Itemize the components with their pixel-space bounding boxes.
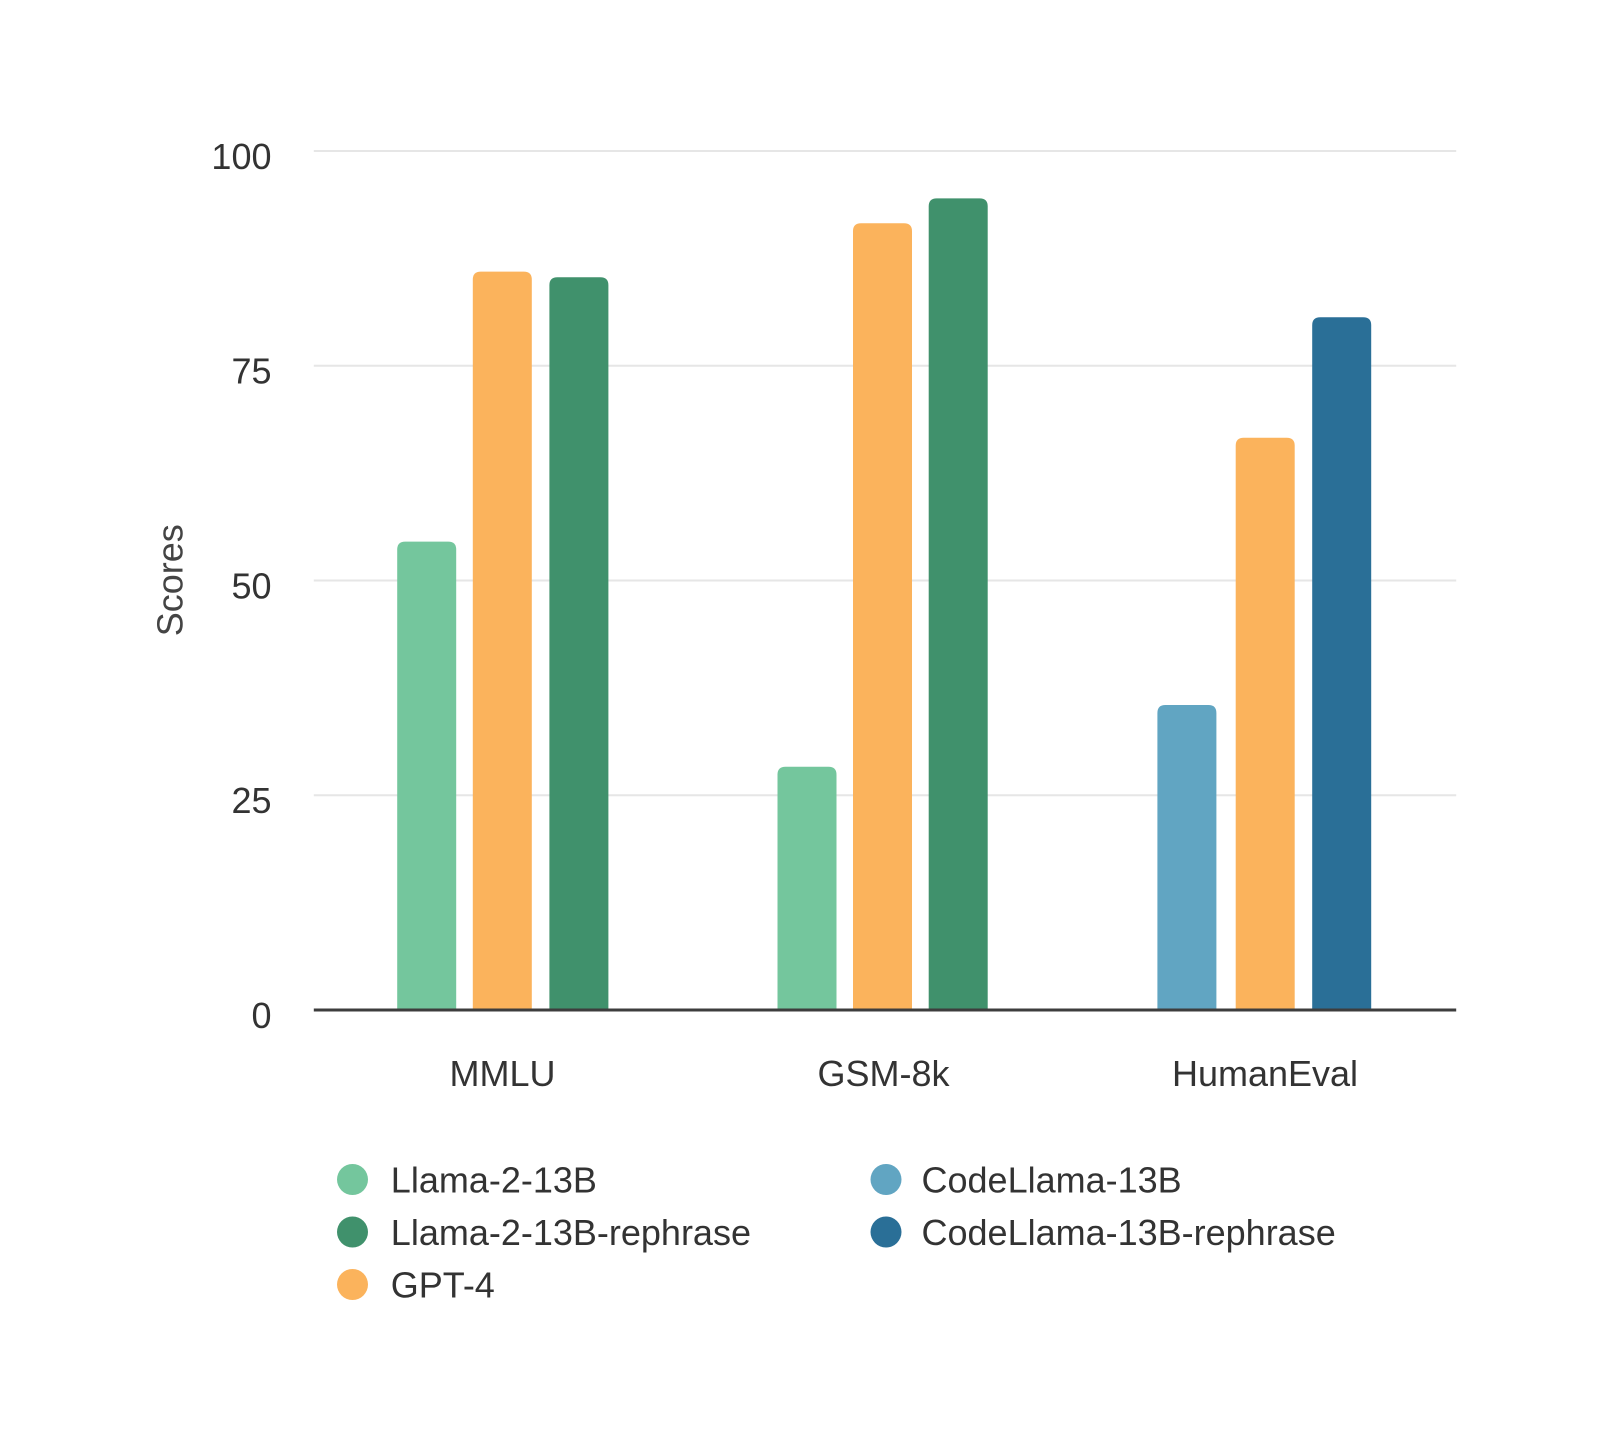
svg-text:0: 0: [251, 995, 271, 1036]
svg-text:GSM-8k: GSM-8k: [817, 1053, 950, 1094]
svg-text:HumanEval: HumanEval: [1172, 1053, 1358, 1094]
svg-text:GPT-4: GPT-4: [391, 1264, 495, 1305]
svg-text:MMLU: MMLU: [450, 1053, 556, 1094]
svg-text:50: 50: [231, 565, 271, 606]
svg-text:Llama-2-13B-rephrase: Llama-2-13B-rephrase: [391, 1212, 751, 1253]
svg-text:CodeLlama-13B: CodeLlama-13B: [922, 1159, 1182, 1200]
svg-text:75: 75: [231, 351, 271, 392]
svg-text:100: 100: [211, 136, 271, 177]
svg-text:25: 25: [231, 780, 271, 821]
svg-text:Scores: Scores: [149, 524, 190, 636]
svg-text:CodeLlama-13B-rephrase: CodeLlama-13B-rephrase: [922, 1212, 1336, 1253]
svg-text:Llama-2-13B: Llama-2-13B: [391, 1159, 597, 1200]
